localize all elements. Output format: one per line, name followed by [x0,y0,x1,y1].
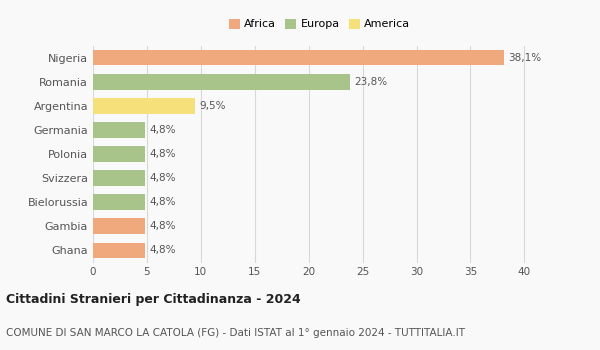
Bar [93,170,145,186]
Text: 4,8%: 4,8% [149,245,176,256]
Bar [93,243,145,258]
Text: 9,5%: 9,5% [200,101,226,111]
Bar [93,122,145,138]
Text: Cittadini Stranieri per Cittadinanza - 2024: Cittadini Stranieri per Cittadinanza - 2… [6,293,301,306]
Bar [93,194,145,210]
Legend: Africa, Europa, America: Africa, Europa, America [226,16,413,32]
Bar [93,146,145,162]
Bar [93,98,196,114]
Text: 23,8%: 23,8% [354,77,387,87]
Text: 4,8%: 4,8% [149,173,176,183]
Bar [93,50,504,65]
Text: 4,8%: 4,8% [149,149,176,159]
Text: 4,8%: 4,8% [149,197,176,207]
Text: COMUNE DI SAN MARCO LA CATOLA (FG) - Dati ISTAT al 1° gennaio 2024 - TUTTITALIA.: COMUNE DI SAN MARCO LA CATOLA (FG) - Dat… [6,328,465,338]
Text: 4,8%: 4,8% [149,221,176,231]
Bar [93,74,350,90]
Bar [93,218,145,234]
Text: 38,1%: 38,1% [508,52,541,63]
Text: 4,8%: 4,8% [149,125,176,135]
